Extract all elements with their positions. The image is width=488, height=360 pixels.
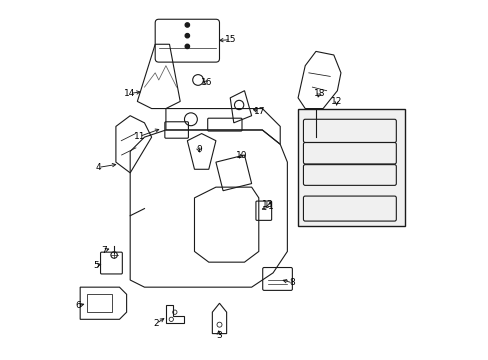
Circle shape — [185, 44, 189, 49]
Text: 2: 2 — [153, 319, 159, 328]
Text: 18: 18 — [313, 89, 325, 98]
Text: 5: 5 — [93, 261, 99, 270]
Text: 4: 4 — [95, 163, 101, 172]
Text: 16: 16 — [201, 78, 212, 87]
Text: 10: 10 — [235, 151, 247, 160]
Text: 13: 13 — [262, 200, 273, 209]
Text: 11: 11 — [133, 132, 145, 141]
Circle shape — [185, 33, 189, 38]
Text: 8: 8 — [289, 278, 295, 287]
Text: 1: 1 — [268, 202, 274, 211]
Text: 12: 12 — [330, 97, 342, 106]
Text: 15: 15 — [224, 35, 236, 44]
Text: 14: 14 — [123, 89, 135, 98]
Text: 17: 17 — [253, 107, 264, 116]
Circle shape — [185, 23, 189, 27]
Text: 6: 6 — [75, 301, 81, 310]
Text: 9: 9 — [196, 145, 201, 154]
FancyBboxPatch shape — [298, 109, 405, 226]
Text: 7: 7 — [102, 246, 107, 255]
Text: 3: 3 — [216, 331, 221, 340]
